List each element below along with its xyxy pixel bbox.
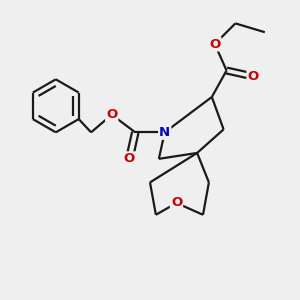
Text: O: O bbox=[248, 70, 259, 83]
Text: O: O bbox=[124, 152, 135, 165]
Text: O: O bbox=[171, 196, 182, 209]
Text: N: N bbox=[159, 126, 170, 139]
Text: O: O bbox=[106, 108, 117, 121]
Text: O: O bbox=[209, 38, 220, 50]
